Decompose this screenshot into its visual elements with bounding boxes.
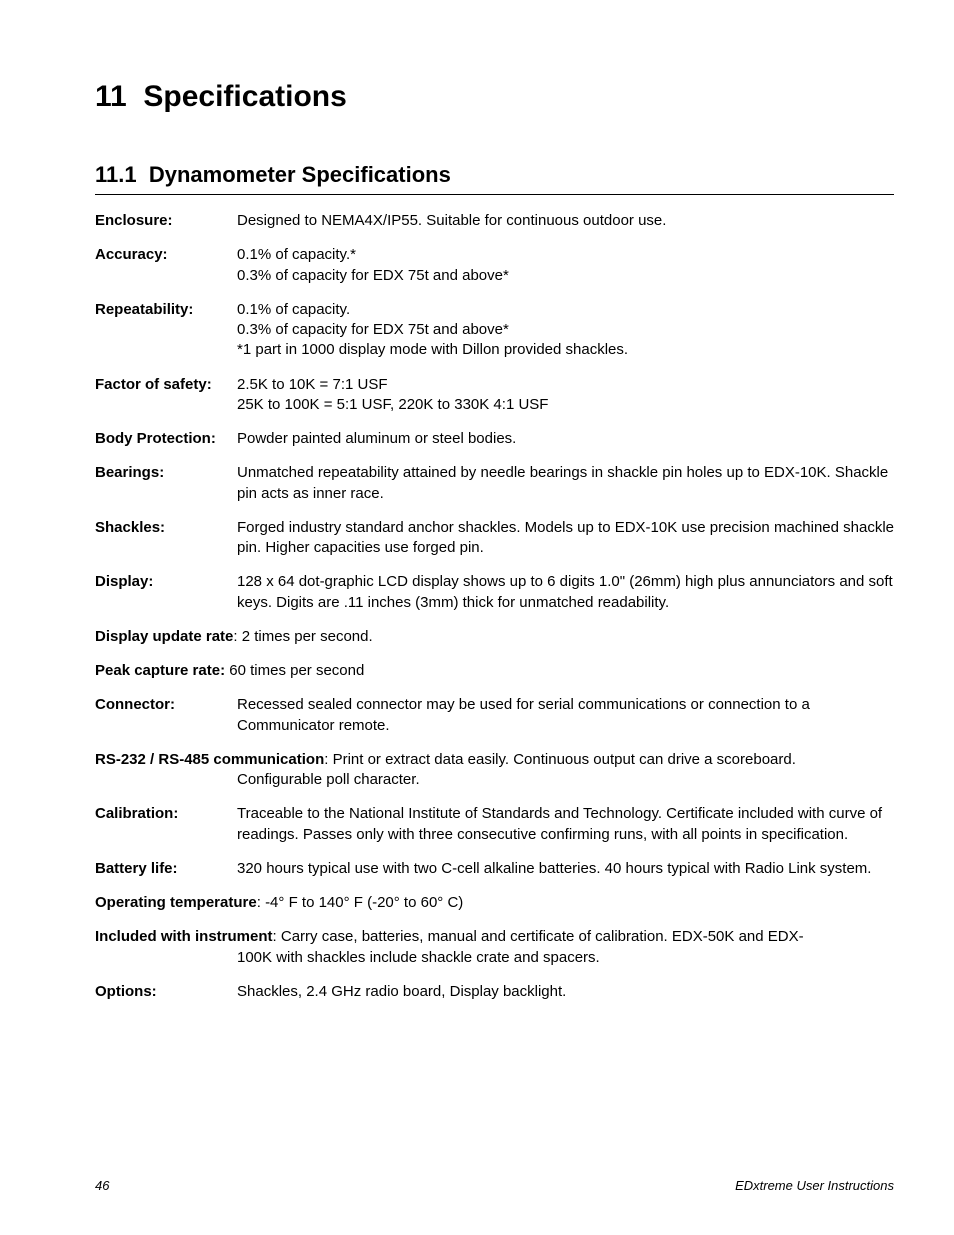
spec-repeatability: Repeatability: 0.1% of capacity. 0.3% of… — [95, 300, 894, 361]
spec-factor-of-safety: Factor of safety: 2.5K to 10K = 7:1 USF … — [95, 375, 894, 416]
value-operating-temperature: -4° F to 140° F (-20° to 60° C) — [265, 894, 463, 911]
chapter-number: 11 — [95, 80, 127, 113]
doc-title: EDxtreme User Instructions — [735, 1178, 894, 1193]
label-included: Included with instrument — [95, 928, 273, 945]
value-rs232-l2: Configurable poll character. — [237, 771, 420, 788]
spec-bearings: Bearings: Unmatched repeatability attain… — [95, 463, 894, 504]
page: 11 Specifications 11.1 Dynamometer Speci… — [0, 0, 954, 1235]
spec-connector: Connector: Recessed sealed connector may… — [95, 695, 894, 736]
spec-rs232-cont: Configurable poll character. — [237, 770, 894, 790]
page-number: 46 — [95, 1178, 109, 1193]
spec-rs232: RS-232 / RS-485 communication: Print or … — [95, 750, 894, 770]
spec-accuracy: Accuracy: 0.1% of capacity.* 0.3% of cap… — [95, 245, 894, 286]
label-operating-temperature: Operating temperature — [95, 894, 257, 911]
label-shackles: Shackles — [95, 519, 160, 536]
label-factor-of-safety: Factor of safety — [95, 376, 207, 393]
value-options: Shackles, 2.4 GHz radio board, Display b… — [237, 982, 894, 1002]
chapter-name: Specifications — [143, 80, 346, 113]
value-enclosure: Designed to NEMA4X/IP55. Suitable for co… — [237, 211, 894, 231]
value-included-l2: 100K with shackles include shackle crate… — [237, 949, 600, 966]
spec-peak-capture-rate: Peak capture rate: 60 times per second — [95, 661, 894, 681]
spec-included-cont: 100K with shackles include shackle crate… — [237, 948, 894, 968]
label-calibration: Calibration — [95, 805, 173, 822]
value-calibration: Traceable to the National Institute of S… — [237, 804, 894, 845]
spec-enclosure: Enclosure: Designed to NEMA4X/IP55. Suit… — [95, 211, 894, 231]
spec-body-protection: Body Protection: Powder painted aluminum… — [95, 429, 894, 449]
value-body-protection: Powder painted aluminum or steel bodies. — [237, 429, 894, 449]
value-display-update-rate: 2 times per second. — [242, 628, 373, 645]
section-name: Dynamometer Specifications — [149, 162, 451, 187]
spec-calibration: Calibration: Traceable to the National I… — [95, 804, 894, 845]
value-battery-life: 320 hours typical use with two C-cell al… — [237, 859, 894, 879]
page-footer: 46 EDxtreme User Instructions — [95, 1178, 894, 1193]
spec-display: Display: 128 x 64 dot-graphic LCD displa… — [95, 572, 894, 613]
value-shackles: Forged industry standard anchor shackles… — [237, 518, 894, 559]
value-repeatability: 0.1% of capacity. 0.3% of capacity for E… — [237, 300, 894, 361]
value-bearings: Unmatched repeatability attained by need… — [237, 463, 894, 504]
spec-options: Options: Shackles, 2.4 GHz radio board, … — [95, 982, 894, 1002]
spec-operating-temperature: Operating temperature: -4° F to 140° F (… — [95, 893, 894, 913]
spec-shackles: Shackles: Forged industry standard ancho… — [95, 518, 894, 559]
value-included-l1: Carry case, batteries, manual and certif… — [281, 928, 804, 945]
section-number: 11.1 — [95, 162, 137, 187]
label-repeatability: Repeatability — [95, 301, 188, 318]
label-bearings: Bearings — [95, 464, 159, 481]
section-rule — [95, 194, 894, 195]
spec-display-update-rate: Display update rate: 2 times per second. — [95, 627, 894, 647]
value-factor-of-safety: 2.5K to 10K = 7:1 USF 25K to 100K = 5:1 … — [237, 375, 894, 416]
label-body-protection: Body Protection — [95, 430, 211, 447]
label-rs232: RS-232 / RS-485 communication — [95, 751, 324, 768]
label-battery-life: Battery life — [95, 860, 173, 877]
value-rs232-l1: Print or extract data easily. Continuous… — [333, 751, 796, 768]
spec-included: Included with instrument: Carry case, ba… — [95, 927, 894, 947]
value-display: 128 x 64 dot-graphic LCD display shows u… — [237, 572, 894, 613]
label-display: Display — [95, 573, 148, 590]
section-title: 11.1 Dynamometer Specifications — [95, 162, 894, 188]
label-peak-capture-rate: Peak capture rate: — [95, 662, 225, 679]
chapter-title: 11 Specifications — [95, 80, 894, 114]
spec-battery-life: Battery life: 320 hours typical use with… — [95, 859, 894, 879]
label-options: Options — [95, 983, 152, 1000]
label-display-update-rate: Display update rate — [95, 628, 233, 645]
label-enclosure: Enclosure — [95, 212, 168, 229]
value-peak-capture-rate: 60 times per second — [229, 662, 364, 679]
value-connector: Recessed sealed connector may be used fo… — [237, 695, 894, 736]
label-accuracy: Accuracy — [95, 246, 163, 263]
value-accuracy: 0.1% of capacity.* 0.3% of capacity for … — [237, 245, 894, 286]
label-connector: Connector — [95, 696, 170, 713]
